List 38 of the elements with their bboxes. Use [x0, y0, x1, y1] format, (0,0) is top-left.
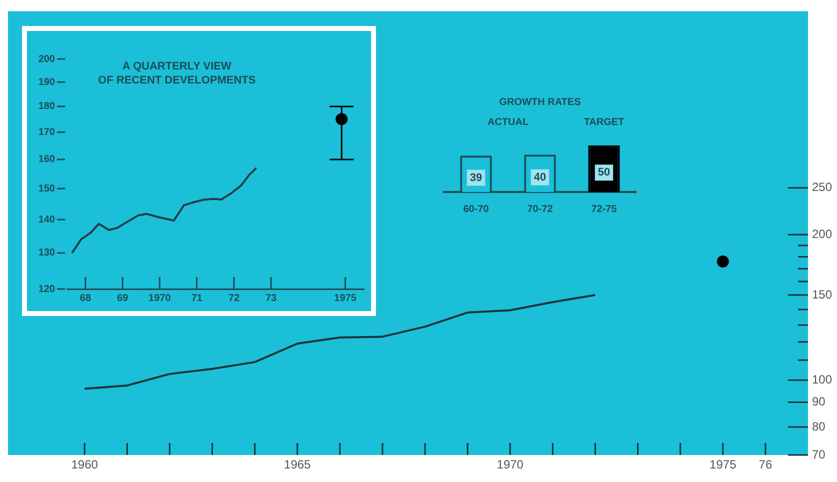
- x-tick-label: 1975: [710, 458, 737, 472]
- y-tick-label: 200: [38, 54, 56, 65]
- y-tick-label: 70: [812, 447, 826, 462]
- text: A QUARTERLY VIEW OF RECENT DEVELOPMENTS: [98, 60, 256, 87]
- y-tick-label: 130: [38, 248, 56, 259]
- data-label: 39: [470, 172, 482, 184]
- y-tick-label: 170: [38, 126, 56, 138]
- chart-title: GROWTH RATES: [499, 96, 582, 108]
- x-tick-label: 72-75: [591, 204, 618, 215]
- y-tick-label: 180: [38, 101, 56, 112]
- y-tick-label: 150: [38, 183, 56, 194]
- x-tick-label: 70-72: [527, 204, 554, 215]
- x-tick-label: 1975: [334, 292, 357, 304]
- x-tick-label: 73: [265, 292, 278, 304]
- x-tick-label: 76: [758, 458, 772, 472]
- x-tick-label: 72: [228, 292, 240, 304]
- data-label: 40: [534, 171, 546, 184]
- y-tick-label: 250: [812, 180, 832, 194]
- y-tick-label: 200: [812, 226, 832, 241]
- x-tick-label: 1970: [148, 292, 172, 304]
- x-tick-label: 69: [116, 292, 129, 304]
- y-tick-label: 160: [38, 154, 56, 166]
- text: ACTUAL: [487, 116, 529, 128]
- x-tick-label: 60-70: [463, 204, 490, 215]
- x-tick-label: 1960: [71, 458, 98, 472]
- y-tick-label: 120: [38, 284, 56, 295]
- data-label: 50: [598, 166, 610, 179]
- y-tick-label: 100: [812, 372, 832, 386]
- y-tick-label: 190: [38, 76, 56, 88]
- x-tick-label: 68: [80, 292, 92, 304]
- y-tick-label: 90: [812, 394, 826, 409]
- y-tick-label: 140: [38, 214, 56, 226]
- y-tick-label: 150: [812, 287, 832, 302]
- x-tick-label: 1965: [284, 458, 312, 472]
- x-tick-label: 1970: [496, 458, 524, 472]
- text: TARGET: [584, 116, 624, 128]
- y-tick-label: 80: [812, 419, 826, 434]
- x-tick-label: 71: [191, 292, 203, 304]
